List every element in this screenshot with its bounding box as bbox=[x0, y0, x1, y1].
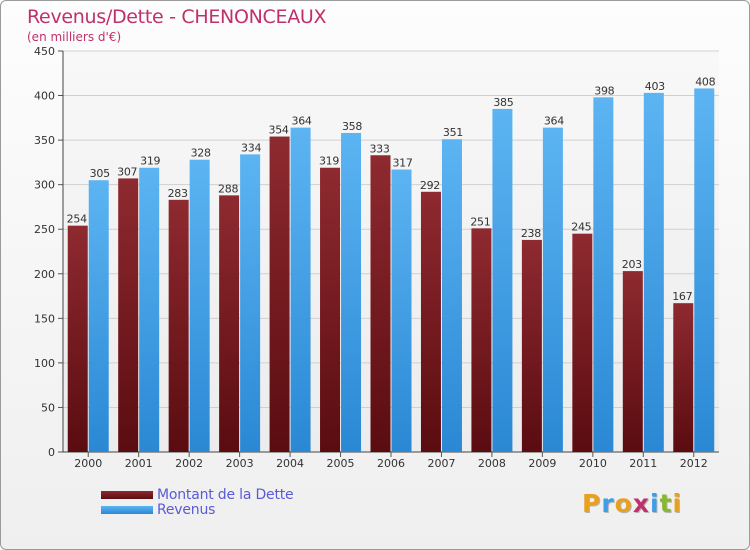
y-tick-label: 400 bbox=[34, 90, 55, 103]
data-label-revenue: 385 bbox=[493, 96, 513, 109]
data-label-revenue: 328 bbox=[191, 147, 211, 160]
bar-debt bbox=[572, 233, 593, 452]
bar-revenue bbox=[643, 92, 664, 452]
data-label-debt: 333 bbox=[369, 142, 389, 155]
bar-debt bbox=[320, 167, 341, 453]
x-tick-label: 2005 bbox=[327, 457, 355, 470]
x-tick-label: 2000 bbox=[74, 457, 102, 470]
data-label-revenue: 364 bbox=[292, 115, 312, 128]
bar-revenue bbox=[88, 180, 109, 452]
x-tick-label: 2010 bbox=[579, 457, 607, 470]
bar-debt bbox=[622, 271, 643, 452]
y-tick-label: 450 bbox=[34, 45, 55, 58]
bar-revenue bbox=[290, 127, 311, 452]
y-tick-label: 0 bbox=[48, 446, 55, 459]
bar-debt bbox=[471, 228, 492, 452]
logo-letter: P bbox=[582, 489, 602, 518]
bar-revenue bbox=[391, 169, 412, 453]
x-tick-label: 2002 bbox=[175, 457, 203, 470]
logo-letter: i bbox=[650, 489, 660, 518]
bar-revenue bbox=[441, 139, 462, 452]
data-label-debt: 292 bbox=[420, 179, 440, 192]
x-tick-label: 2006 bbox=[377, 457, 405, 470]
bar-revenue bbox=[139, 167, 160, 453]
data-label-revenue: 319 bbox=[140, 155, 160, 168]
x-tick-label: 2009 bbox=[528, 457, 556, 470]
y-tick-label: 200 bbox=[34, 268, 55, 281]
proxiti-logo: Proxiti bbox=[582, 489, 682, 518]
logo-letter: i bbox=[672, 489, 683, 518]
bar-debt bbox=[118, 178, 139, 452]
bar-debt bbox=[219, 195, 240, 453]
bar-debt bbox=[420, 191, 441, 452]
data-label-debt: 238 bbox=[521, 227, 541, 240]
x-tick-label: 2011 bbox=[629, 457, 657, 470]
bar-revenue bbox=[240, 154, 261, 452]
data-label-debt: 167 bbox=[672, 290, 692, 303]
data-label-revenue: 334 bbox=[241, 141, 261, 154]
y-tick-label: 300 bbox=[34, 179, 55, 192]
legend-item-debt: Montant de la Dette bbox=[101, 486, 294, 503]
bar-debt bbox=[269, 136, 290, 452]
legend-label-debt: Montant de la Dette bbox=[157, 486, 294, 503]
legend-item-revenue: Revenus bbox=[101, 501, 293, 518]
data-label-debt: 283 bbox=[168, 187, 188, 200]
data-label-debt: 251 bbox=[470, 215, 490, 228]
bar-revenue bbox=[341, 132, 362, 452]
data-label-debt: 354 bbox=[269, 124, 289, 137]
data-label-revenue: 351 bbox=[443, 126, 463, 139]
bar-revenue bbox=[189, 159, 210, 452]
data-label-debt: 245 bbox=[571, 221, 591, 234]
x-tick-label: 2004 bbox=[276, 457, 304, 470]
bar-debt bbox=[370, 155, 391, 452]
bar-revenue bbox=[593, 97, 614, 453]
data-label-debt: 203 bbox=[622, 258, 642, 271]
data-label-revenue: 358 bbox=[342, 120, 362, 133]
data-label-revenue: 364 bbox=[544, 115, 564, 128]
plot-area bbox=[63, 51, 719, 452]
y-tick-label: 250 bbox=[34, 223, 55, 236]
data-label-debt: 319 bbox=[319, 155, 339, 168]
legend-swatch-revenue bbox=[101, 505, 153, 514]
x-tick-label: 2007 bbox=[427, 457, 455, 470]
chart-title: Revenus/Dette - CHENONCEAUX bbox=[27, 6, 327, 28]
chart-subtitle: (en milliers d'€) bbox=[27, 30, 122, 44]
x-tick-label: 2008 bbox=[478, 457, 506, 470]
y-tick-label: 100 bbox=[34, 357, 55, 370]
y-tick-label: 50 bbox=[41, 401, 55, 414]
data-label-revenue: 305 bbox=[90, 167, 110, 180]
data-label-debt: 288 bbox=[218, 182, 238, 195]
y-tick-label: 150 bbox=[34, 312, 55, 325]
bar-debt bbox=[67, 225, 88, 452]
x-tick-label: 2012 bbox=[680, 457, 708, 470]
legend: Montant de la Dette Revenus bbox=[101, 486, 294, 518]
legend-label-revenue: Revenus bbox=[157, 501, 216, 518]
data-label-revenue: 317 bbox=[392, 157, 412, 170]
bar-debt bbox=[673, 303, 694, 452]
logo-letter: o bbox=[614, 489, 633, 518]
bar-debt bbox=[168, 199, 189, 452]
data-label-revenue: 403 bbox=[645, 80, 665, 93]
x-tick-label: 2001 bbox=[125, 457, 153, 470]
bar-debt bbox=[521, 239, 542, 452]
bar-revenue bbox=[694, 88, 715, 452]
y-tick-label: 350 bbox=[34, 134, 55, 147]
logo-letter: r bbox=[601, 489, 615, 518]
legend-swatch-debt bbox=[101, 490, 153, 499]
data-label-debt: 307 bbox=[117, 165, 137, 178]
bar-revenue bbox=[542, 127, 563, 452]
logo-letter: t bbox=[659, 489, 673, 518]
data-label-revenue: 398 bbox=[594, 84, 614, 97]
data-label-debt: 254 bbox=[67, 213, 87, 226]
logo-letter: x bbox=[632, 489, 650, 518]
bar-revenue bbox=[492, 108, 513, 452]
data-label-revenue: 408 bbox=[695, 75, 715, 88]
x-tick-label: 2003 bbox=[226, 457, 254, 470]
